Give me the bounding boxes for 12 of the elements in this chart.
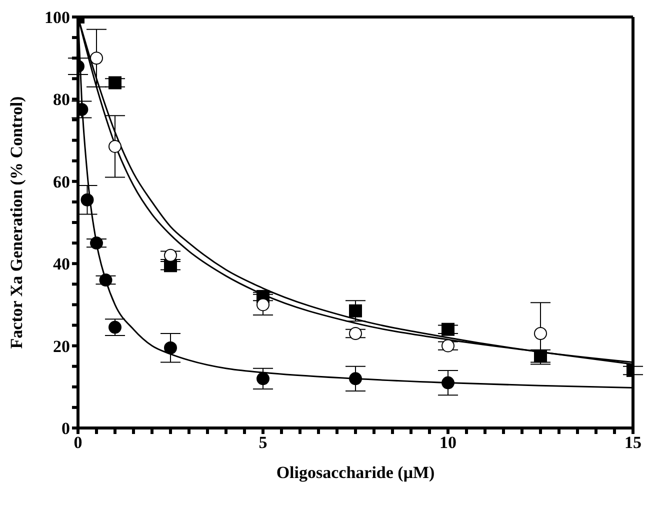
y-tick-label: 0 [62, 419, 70, 438]
y-tick-label: 80 [53, 90, 70, 110]
x-tick-label: 15 [624, 433, 642, 452]
y-tick-label: 40 [53, 254, 70, 274]
x-axis-title: Oligosaccharide (μM) [276, 463, 435, 482]
y-tick-label: 20 [53, 336, 70, 356]
x-tick-label: 5 [258, 433, 268, 452]
x-tick-label: 10 [440, 433, 456, 452]
x-tick-label: 0 [74, 433, 82, 452]
y-tick-label: 60 [53, 172, 70, 192]
y-tick-label: 100 [44, 8, 70, 28]
y-axis-title: Factor Xa Generation (% Control) [7, 96, 26, 349]
